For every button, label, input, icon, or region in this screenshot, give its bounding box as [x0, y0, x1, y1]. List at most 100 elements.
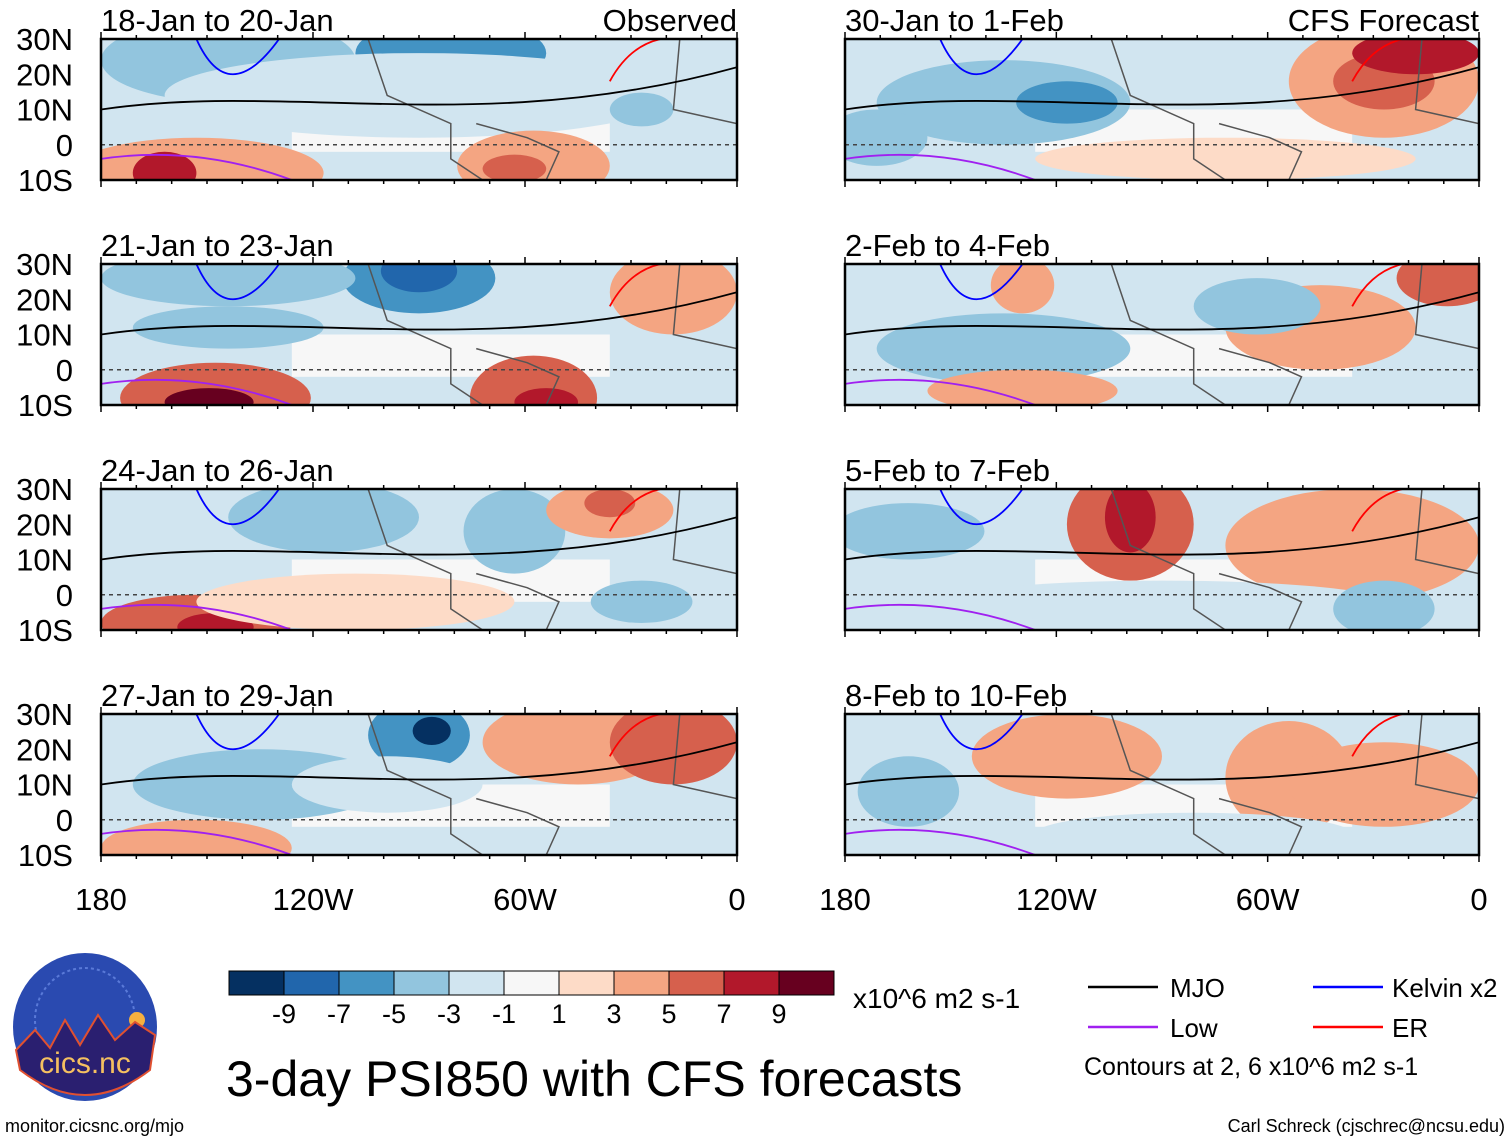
- colorbar-swatch: [558, 970, 615, 996]
- er-contour: [1351, 264, 1404, 307]
- anomaly-shading: [1288, 742, 1479, 827]
- footer-url[interactable]: monitor.cicsnc.org/mjo: [5, 1116, 184, 1136]
- lon-label: 120W: [1016, 882, 1098, 917]
- anomaly-shading: [380, 264, 458, 293]
- lat-label: 0: [56, 353, 73, 388]
- lon-label: 60W: [493, 882, 557, 917]
- kelvin-contour: [195, 264, 280, 301]
- er-contour: [609, 489, 661, 532]
- colorbar-swatch: [668, 970, 725, 996]
- map-panel-6: 2-Feb to 4-Feb: [843, 228, 1481, 412]
- colorbar-swatch: [393, 970, 450, 996]
- lon-label: 180: [75, 882, 127, 917]
- logo-text: cics.nc: [39, 1047, 131, 1080]
- mjo-contour: [101, 516, 737, 561]
- lat-label: 10S: [18, 613, 73, 648]
- colorbar-swatch: [613, 970, 670, 996]
- low-contour: [101, 828, 293, 855]
- kelvin-contour: [939, 39, 1024, 76]
- lat-label: 20N: [16, 732, 73, 767]
- low-contour: [101, 153, 293, 180]
- kelvin-contour: [939, 489, 1024, 526]
- legend-label-mjo: MJO: [1170, 973, 1225, 1003]
- colorbar-tick: -1: [492, 999, 516, 1029]
- footer-credit: Carl Schreck (cjschrec@ncsu.edu): [1228, 1116, 1505, 1136]
- colorbar-tick: -7: [327, 999, 351, 1029]
- colorbar-swatch: [228, 970, 285, 996]
- panel-title: 18-Jan to 20-Jan: [101, 3, 334, 38]
- mjo-contour: [101, 741, 737, 786]
- legend-label-er: ER: [1392, 1013, 1428, 1043]
- anomaly-shading: [164, 388, 254, 405]
- lat-label: 10S: [18, 163, 73, 198]
- lat-label: 30N: [16, 22, 73, 57]
- anomaly-shading: [971, 714, 1162, 799]
- legend: MJO Kelvin x2 Low ER Contours at 2, 6 x1…: [1084, 973, 1498, 1081]
- lat-label: 10N: [16, 543, 73, 578]
- lon-label: 0: [1470, 882, 1487, 917]
- figure-title: 3-day PSI850 with CFS forecasts: [226, 1051, 962, 1107]
- anomaly-shading: [101, 819, 292, 855]
- mjo-contour: [845, 291, 1479, 336]
- lat-label: 0: [56, 128, 73, 163]
- colorbar-swatch: [283, 970, 340, 996]
- legend-label-kelvin: Kelvin x2: [1392, 973, 1498, 1003]
- panel-title: 5-Feb to 7-Feb: [845, 453, 1050, 488]
- panel-title: 24-Jan to 26-Jan: [101, 453, 334, 488]
- er-contour: [1351, 714, 1404, 757]
- contour-note: Contours at 2, 6 x10^6 m2 s-1: [1084, 1053, 1418, 1081]
- colorbar: -9 -7 -5 -3 -1 1 3 5 7 9: [228, 970, 835, 1029]
- colorbar-swatch: [778, 970, 835, 996]
- kelvin-contour: [195, 39, 280, 76]
- anomaly-shading: [876, 313, 1131, 384]
- lat-label: 30N: [16, 697, 73, 732]
- low-contour: [101, 603, 293, 630]
- anomaly-shading: [1193, 278, 1321, 335]
- mjo-contour: [845, 66, 1479, 111]
- colorbar-swatch: [503, 970, 560, 996]
- anomaly-shading: [1225, 489, 1479, 602]
- anomaly-shading: [927, 369, 1118, 405]
- anomaly-shading: [463, 489, 566, 574]
- anomaly-shading: [291, 756, 483, 813]
- lon-label: 180: [819, 882, 871, 917]
- er-contour: [1351, 489, 1404, 532]
- anomaly-shading: [590, 580, 693, 623]
- lat-label: 0: [56, 578, 73, 613]
- colorbar-swatch: [723, 970, 780, 996]
- map-panel-5: 30-Jan to 1-Feb CFS Forecast: [843, 3, 1481, 187]
- anomaly-shading: [609, 714, 737, 785]
- lon-label: 0: [728, 882, 745, 917]
- low-contour: [101, 378, 293, 405]
- anomaly-shading: [857, 756, 960, 827]
- lat-label: 30N: [16, 247, 73, 282]
- cics-logo: cics.nc: [13, 953, 157, 1101]
- lat-label: 10N: [16, 93, 73, 128]
- colorbar-tick: 9: [771, 999, 786, 1029]
- lat-label: 30N: [16, 472, 73, 507]
- anomaly-shading: [132, 151, 197, 180]
- mjo-contour: [101, 291, 737, 336]
- anomaly-shading: [584, 489, 636, 518]
- panel-title: 30-Jan to 1-Feb: [845, 3, 1064, 38]
- panel-title: 2-Feb to 4-Feb: [845, 228, 1050, 263]
- anomaly-shading: [412, 716, 451, 746]
- panel-title: 21-Jan to 23-Jan: [101, 228, 334, 263]
- anomaly-shading: [609, 92, 674, 127]
- low-contour: [845, 378, 1036, 405]
- anomaly-shading: [164, 53, 674, 138]
- lon-label: 120W: [273, 882, 355, 917]
- colorbar-tick: 5: [661, 999, 676, 1029]
- anomaly-shading: [1333, 580, 1435, 630]
- anomaly-shading: [940, 580, 1384, 623]
- kelvin-contour: [939, 264, 1024, 301]
- er-contour: [609, 39, 661, 82]
- anomaly-shading: [990, 264, 1055, 314]
- colorbar-swatch: [338, 970, 395, 996]
- colorbar-tick: 3: [606, 999, 621, 1029]
- colorbar-tick: -5: [382, 999, 406, 1029]
